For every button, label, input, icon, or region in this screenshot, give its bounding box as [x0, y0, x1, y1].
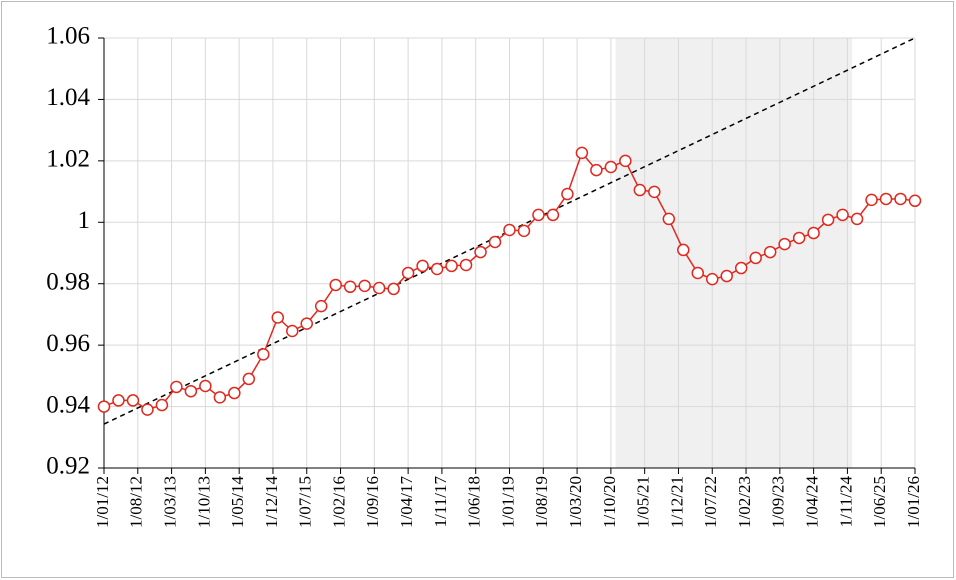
data-point [401, 266, 415, 280]
x-tick-label: 1/09/23 [769, 476, 788, 528]
data-point [706, 272, 719, 286]
x-tick-label: 1/10/20 [600, 476, 619, 528]
data-point [257, 348, 270, 361]
x-tick-label: 1/08/12 [127, 476, 146, 528]
data-point [604, 160, 618, 174]
y-tick-label: 0.96 [46, 330, 90, 357]
data-point [474, 245, 487, 259]
x-tick-label: 1/02/16 [329, 476, 348, 528]
x-tick-label: 1/01/26 [904, 476, 923, 528]
x-tick-label: 1/03/20 [566, 476, 585, 528]
data-point [343, 280, 357, 294]
y-tick-label: 1.02 [46, 146, 90, 173]
data-point [488, 235, 502, 249]
data-point [749, 251, 762, 265]
data-point [836, 208, 849, 222]
data-point [199, 379, 212, 393]
data-point [358, 279, 371, 293]
x-tick-label: 1/02/23 [735, 476, 754, 528]
data-point [228, 386, 241, 400]
x-tick-label: 1/12/14 [262, 476, 281, 528]
data-point [286, 324, 299, 338]
x-tick-label: 1/01/19 [498, 476, 517, 528]
data-point [792, 231, 806, 245]
data-point [213, 391, 227, 404]
y-tick-label: 0.94 [46, 391, 90, 418]
data-point [459, 258, 473, 272]
data-point [894, 192, 907, 206]
data-point [691, 266, 705, 280]
data-point [97, 400, 111, 413]
data-point [112, 394, 125, 407]
y-tick-label: 0.98 [46, 268, 90, 295]
data-point [517, 224, 531, 238]
x-tick-label: 1/06/25 [870, 476, 889, 528]
x-tick-label: 1/06/18 [465, 476, 484, 528]
data-point [242, 372, 256, 386]
x-tick-label: 1/11/24 [836, 476, 855, 528]
data-point [430, 262, 444, 276]
data-point [329, 278, 342, 292]
data-point [734, 261, 748, 275]
data-point [561, 187, 574, 201]
data-point [184, 384, 198, 398]
data-point [503, 223, 516, 237]
data-point [387, 282, 400, 296]
data-point [126, 394, 140, 407]
y-tick-label: 1.06 [46, 23, 90, 50]
data-point [155, 398, 169, 412]
x-tick-label: 1/08/19 [532, 476, 551, 528]
y-tick-label: 0.92 [46, 453, 90, 480]
x-tick-label: 1/07/22 [701, 476, 720, 528]
data-point [648, 185, 661, 199]
data-point [662, 212, 676, 226]
data-point [314, 299, 328, 313]
data-point [821, 213, 835, 227]
data-point [532, 208, 545, 222]
data-point [778, 237, 791, 251]
y-tick-label: 1 [78, 207, 91, 234]
y-tick-label: 1.04 [46, 84, 90, 111]
data-point [763, 245, 777, 259]
data-point [633, 183, 647, 197]
data-point [908, 194, 922, 208]
x-tick-label: 1/07/15 [296, 476, 315, 528]
x-tick-label: 1/09/16 [363, 476, 382, 528]
data-point [619, 154, 632, 168]
data-point [416, 259, 429, 273]
data-point [720, 269, 733, 283]
trend-line [103, 37, 916, 425]
x-tick-label: 1/12/21 [667, 476, 686, 528]
data-point [300, 317, 313, 330]
data-point [445, 259, 458, 273]
data-point [677, 243, 690, 257]
data-point [271, 311, 285, 324]
data-point [170, 380, 183, 394]
data-point [546, 208, 560, 222]
x-tick-label: 1/05/21 [634, 476, 653, 528]
x-tick-label: 1/05/14 [228, 476, 247, 528]
data-point [590, 163, 603, 177]
data-point [807, 226, 820, 240]
x-tick-label: 1/04/17 [397, 476, 416, 528]
data-point [850, 212, 864, 226]
x-tick-label: 1/03/13 [160, 476, 179, 528]
data-point [575, 146, 589, 160]
data-point [879, 192, 893, 206]
data-point [372, 281, 386, 295]
data-point [141, 403, 154, 416]
x-tick-label: 1/04/24 [803, 476, 822, 528]
shaded-period [615, 38, 853, 468]
data-point [865, 193, 878, 207]
x-tick-label: 1/11/17 [431, 476, 450, 528]
x-tick-label: 1/10/13 [194, 476, 213, 528]
x-tick-label: 1/01/12 [93, 476, 112, 528]
